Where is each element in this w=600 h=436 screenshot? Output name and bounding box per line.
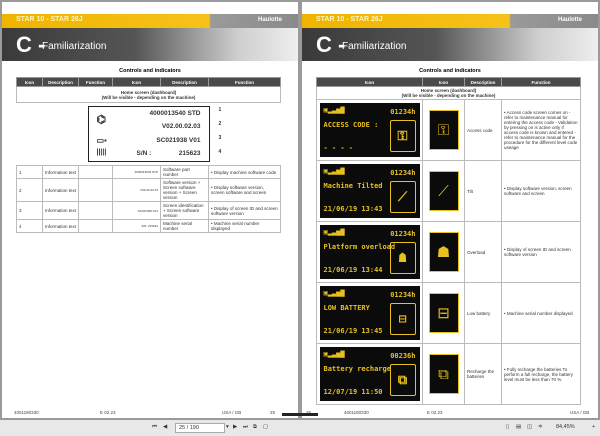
- screen-message: Platform overload: [323, 243, 396, 251]
- row-function: • Machine serial number displayed: [501, 282, 581, 344]
- table-row: ▣▂▃▅▇ 01234h LOW BATTERY 21/06/19 13:45 …: [316, 282, 581, 344]
- page-number: 25: [270, 410, 276, 415]
- brand-logo: Haulotte: [258, 17, 282, 23]
- dashboard-screen: ▣▂▃▅▇ 00236h Battery recharge 12/07/19 1…: [319, 347, 420, 401]
- home-screen-heading: Home screen (dashboard) (Will be visible …: [16, 86, 281, 103]
- single-page-view-icon[interactable]: ▯: [506, 424, 510, 430]
- table-row: ▣▂▃▅▇ 00236h Battery recharge 12/07/19 1…: [316, 343, 581, 405]
- prev-page-button[interactable]: ◀: [163, 424, 168, 430]
- next-page-button[interactable]: ▶: [233, 424, 238, 430]
- battery-level-icon: ▣▂▃▅▇: [323, 228, 345, 236]
- row-function: • Access code screen comes on - refer to…: [501, 99, 581, 161]
- dashboard-diagram: ⌬ 4000013540 STD V02.00.02.03 SC021938 V…: [87, 106, 221, 162]
- scroll-view-icon[interactable]: ≑: [538, 424, 543, 430]
- table-row: 1 Information text 4000013540 STD Software …: [16, 165, 281, 179]
- battery-recharge-icon: ⧉: [389, 364, 416, 396]
- hour-meter: 01234h: [390, 291, 416, 299]
- row-description: Tilt: [464, 160, 502, 222]
- row-function: • Fully recharge the batteries To perfor…: [501, 343, 581, 405]
- padlock-icon: ⚿: [389, 120, 416, 152]
- section-title: Controls and indicators: [119, 68, 181, 74]
- chip-icon: ⌬: [96, 114, 107, 126]
- zoom-in-icon[interactable]: +: [592, 424, 596, 430]
- screen-date: 21/06/19 13:45: [323, 327, 383, 335]
- zoom-level[interactable]: 84,45%: [556, 424, 575, 430]
- battery-level-icon: ▣▂▃▅▇: [323, 350, 345, 358]
- screen-date: 12/07/19 11:50: [323, 388, 383, 396]
- battery-level-icon: ▣▂▃▅▇: [323, 167, 345, 175]
- table-row: 2 Information text V02.00.02.03 Software ve…: [16, 178, 281, 202]
- right-page: STAR 10 - STAR 26J Haulotte C - Familiariz…: [302, 2, 598, 418]
- screen-message: Battery recharge: [323, 365, 391, 373]
- chapter-letter: C -: [16, 32, 46, 57]
- indicators-table: Icon Description Function Icon Description Fu…: [16, 77, 281, 233]
- hour-meter: 01234h: [390, 108, 416, 116]
- last-page-button[interactable]: ⏭: [243, 424, 248, 430]
- hour-meter: 00236h: [390, 352, 416, 360]
- table-row: 4 Information text S/N: 215623 Machine seri…: [16, 219, 281, 233]
- viewer-toolbar: ⏮ ◀ 25 / 190 ▾ ▶ ⏭ ⧉ ▢ ▯ ▤ ◫ ≑ 84,45% +: [0, 420, 600, 436]
- row-function: • Display software version, screen softw…: [501, 160, 581, 222]
- header-band: STAR 10 - STAR 26J Haulotte: [2, 14, 298, 28]
- table-row: ▣▂▃▅▇ 01234h Machine Tilted 21/06/19 13:…: [316, 160, 581, 222]
- indicators-table: Icon Icon Description Function Home screen …: [316, 77, 581, 405]
- screen-message: ACCESS CODE :: [323, 121, 379, 129]
- tilt-icon: ⟋: [389, 181, 416, 213]
- table-row: 3 Information text SC021938 V01 Screen iden…: [16, 201, 281, 220]
- row-description: Low battery: [464, 282, 502, 344]
- page-divider: [282, 413, 318, 416]
- row-description: Recharge the batteries: [464, 343, 502, 405]
- screen-date: - - - -: [323, 144, 354, 152]
- first-page-button[interactable]: ⏮: [152, 424, 157, 430]
- page-dropdown-icon[interactable]: ▾: [226, 424, 229, 430]
- dashboard-screen: ▣▂▃▅▇ 01234h Platform overload 21/06/19 …: [319, 225, 420, 279]
- screen-date: 21/06/19 13:44: [323, 266, 383, 274]
- chapter-title: Familiarization: [42, 41, 107, 52]
- screen-icon: ▭▪: [96, 136, 107, 145]
- continuous-view-icon[interactable]: ▤: [516, 424, 522, 430]
- low-battery-icon: ⊟: [428, 293, 459, 333]
- page-input[interactable]: 25 / 190: [175, 423, 225, 433]
- tilt-icon: ⟋: [428, 171, 459, 211]
- series-title: STAR 10 - STAR 26J: [16, 16, 83, 23]
- dashboard-screen: ▣▂▃▅▇ 01234h LOW BATTERY 21/06/19 13:45 …: [319, 286, 420, 340]
- row-description: Access code: [464, 99, 502, 161]
- battery-level-icon: ▣▂▃▅▇: [323, 106, 345, 114]
- screen-message: Machine Tilted: [323, 182, 383, 190]
- screen-message: LOW BATTERY: [323, 304, 370, 312]
- hour-meter: 01234h: [390, 169, 416, 177]
- screen-date: 21/06/19 13:43: [323, 205, 383, 213]
- overload-icon: ☗: [389, 242, 416, 274]
- padlock-icon: ⚿: [428, 110, 459, 150]
- dashboard-screen: ▣▂▃▅▇ 01234h Machine Tilted 21/06/19 13:…: [319, 164, 420, 218]
- two-page-view-icon[interactable]: ◫: [527, 424, 533, 430]
- table-row: ▣▂▃▅▇ 01234h Platform overload 21/06/19 …: [316, 221, 581, 283]
- left-page: STAR 10 - STAR 26J Haulotte C - Familiariz…: [2, 2, 298, 418]
- header-band: STAR 10 - STAR 26J Haulotte: [302, 14, 598, 28]
- copy-icon[interactable]: ⧉: [253, 424, 257, 430]
- overload-icon: ☗: [428, 232, 459, 272]
- barcode-icon: |||||: [96, 149, 107, 156]
- chapter-band: C - Familiarization: [302, 28, 598, 61]
- dashboard-screen: ▣▂▃▅▇ 01234h ACCESS CODE : - - - - ⚿: [319, 103, 420, 157]
- hour-meter: 01234h: [390, 230, 416, 238]
- row-description: Overload: [464, 221, 502, 283]
- chapter-band: C - Familiarization: [2, 28, 298, 61]
- battery-recharge-icon: ⧉: [428, 354, 459, 394]
- low-battery-icon: ⊟: [389, 303, 416, 335]
- paste-icon[interactable]: ▢: [263, 424, 269, 430]
- brand-logo: Haulotte: [558, 17, 582, 23]
- row-function: • Display of screen ID and screen softwa…: [501, 221, 581, 283]
- battery-level-icon: ▣▂▃▅▇: [323, 289, 345, 297]
- table-row: ▣▂▃▅▇ 01234h ACCESS CODE : - - - - ⚿ ⚿ A…: [316, 99, 581, 161]
